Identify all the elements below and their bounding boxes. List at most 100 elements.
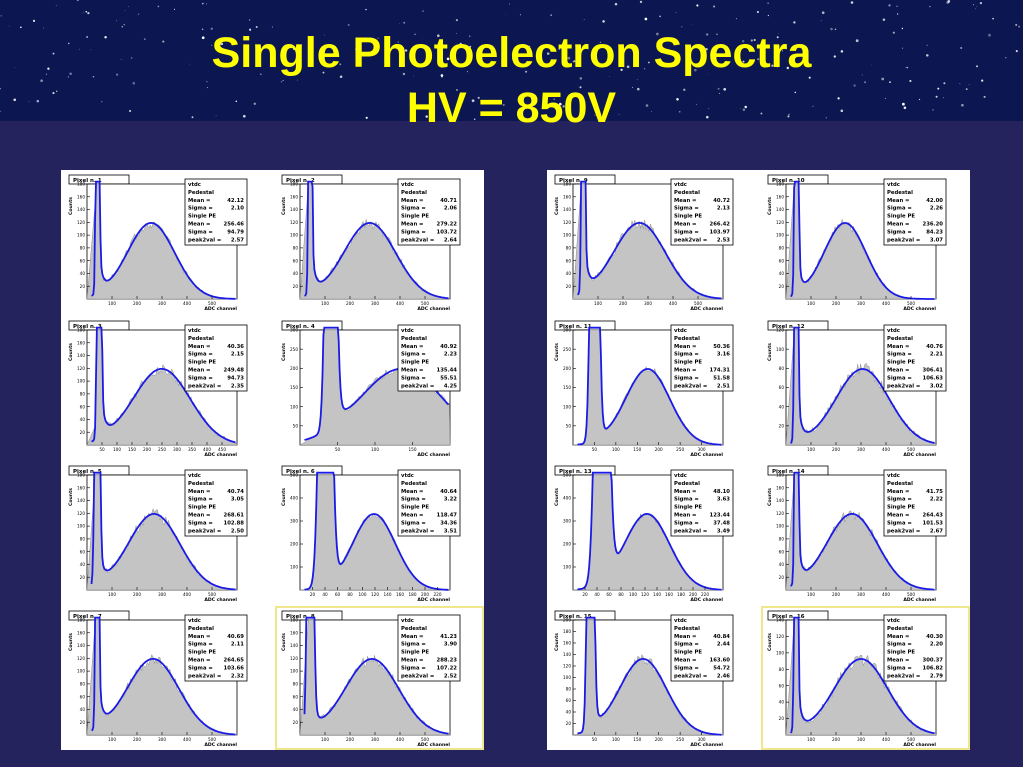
star-dot <box>201 28 204 31</box>
star-dot <box>42 27 45 29</box>
star-dot <box>347 24 350 26</box>
x-tick-label: 250 <box>676 447 684 452</box>
y-tick-label: 300 <box>290 519 298 524</box>
fit-curve <box>90 471 236 591</box>
star-dot <box>896 13 899 15</box>
star-dot <box>882 18 886 21</box>
x-axis-label: ADC channel <box>903 452 936 458</box>
stats-value: 306.41 <box>923 368 944 374</box>
stats-label: Sigma = <box>887 520 912 526</box>
x-tick-label: 100 <box>321 737 329 742</box>
stats-label: Pedestal <box>674 626 700 632</box>
star-dot <box>339 63 342 66</box>
y-tick-label: 60 <box>779 683 785 688</box>
y-tick-label: 160 <box>77 485 85 490</box>
x-tick-label: 100 <box>108 301 116 306</box>
stats-value: 163.60 <box>710 658 731 664</box>
star-dot <box>753 38 756 42</box>
x-tick-label: 500 <box>907 301 915 306</box>
star-dot <box>981 79 984 82</box>
x-tick-label: 100 <box>113 447 121 452</box>
y-tick-label: 500 <box>563 473 571 478</box>
y-tick-label: 180 <box>776 182 784 187</box>
y-tick-label: 100 <box>77 669 85 674</box>
star-dot <box>413 75 415 77</box>
star-dot <box>636 78 638 80</box>
x-tick-label: 300 <box>173 447 181 452</box>
star-dot <box>837 97 840 100</box>
star-dot <box>115 73 119 76</box>
stats-label: peak2val = <box>401 673 434 679</box>
y-tick-label: 40 <box>293 271 299 276</box>
star-dot <box>137 13 140 15</box>
x-tick-label: 140 <box>384 592 392 597</box>
star-dot <box>618 113 620 115</box>
stats-label: peak2val = <box>401 237 434 243</box>
star-dot <box>706 115 709 119</box>
stats-label: Mean = <box>887 198 910 204</box>
fit-curve <box>790 616 935 735</box>
stats-box <box>184 469 248 537</box>
x-tick-label: 150 <box>128 447 136 452</box>
stats-value: 118.47 <box>437 513 458 519</box>
stats-label: Pedestal <box>887 626 913 632</box>
stats-label: Pedestal <box>887 336 913 342</box>
y-tick-label: 60 <box>80 404 86 409</box>
x-tick-label: 220 <box>701 592 709 597</box>
x-tick-label: 200 <box>346 301 354 306</box>
stats-label: Sigma = <box>401 520 426 526</box>
y-tick-label: 80 <box>566 687 572 692</box>
star-dot <box>651 111 652 112</box>
star-dot <box>946 1 949 4</box>
stats-label: Single PE <box>674 505 702 511</box>
y-tick-label: 60 <box>80 258 86 263</box>
stats-value: 2.23 <box>444 352 457 358</box>
histogram-pad: Pixel n. 1 20 40 60 80 100 120 140 160 180 100 200 3… <box>68 174 248 312</box>
y-tick-label: 140 <box>77 643 85 648</box>
y-tick-label: 20 <box>80 284 86 289</box>
y-axis-label: Counts <box>767 633 773 651</box>
y-tick-label: 250 <box>290 347 298 352</box>
stats-label: Pedestal <box>674 190 700 196</box>
star-dot <box>469 35 471 37</box>
stats-value: 40.64 <box>440 489 457 495</box>
y-tick-label: 60 <box>293 258 299 263</box>
y-tick-label: 80 <box>779 536 785 541</box>
x-tick-label: 50 <box>592 447 598 452</box>
y-axis-label: Counts <box>767 488 773 506</box>
y-tick-label: 100 <box>776 347 784 352</box>
y-tick-label: 60 <box>779 385 785 390</box>
stats-label: Sigma = <box>188 375 213 381</box>
star-dot <box>45 73 47 75</box>
x-tick-label: 160 <box>396 592 404 597</box>
star-dot <box>67 76 70 78</box>
star-dot <box>695 103 697 105</box>
star-dot <box>104 35 107 39</box>
stats-value: 42.00 <box>926 198 943 204</box>
stats-label: Sigma = <box>401 206 426 212</box>
star-dot <box>757 58 760 61</box>
star-dot <box>128 6 129 7</box>
star-dot <box>32 19 36 23</box>
x-tick-label: 250 <box>158 447 166 452</box>
x-axis-label: ADC channel <box>903 742 936 748</box>
stats-label: peak2val = <box>188 673 221 679</box>
stats-value: 123.44 <box>710 513 731 519</box>
star-dot <box>567 56 571 60</box>
y-axis-label: Counts <box>554 343 560 361</box>
stats-label: Single PE <box>401 214 429 220</box>
y-tick-label: 20 <box>80 430 86 435</box>
x-tick-label: 400 <box>183 592 191 597</box>
y-axis-label: Counts <box>554 488 560 506</box>
x-tick-label: 500 <box>421 737 429 742</box>
star-dot <box>992 17 994 20</box>
pixel-label: Pixel n. 5 <box>73 469 102 475</box>
star-dot <box>735 18 737 20</box>
histogram-pad: Pixel n. 6 100 200 300 400 500 20 40 60 80 100 120 1… <box>281 465 461 603</box>
stats-value: 2.50 <box>231 528 244 534</box>
stats-label: Mean = <box>674 344 697 350</box>
stats-value: 268.61 <box>224 513 245 519</box>
stats-label: vtdc <box>188 182 201 188</box>
y-tick-label: 160 <box>776 194 784 199</box>
y-axis-label: Counts <box>554 633 560 651</box>
